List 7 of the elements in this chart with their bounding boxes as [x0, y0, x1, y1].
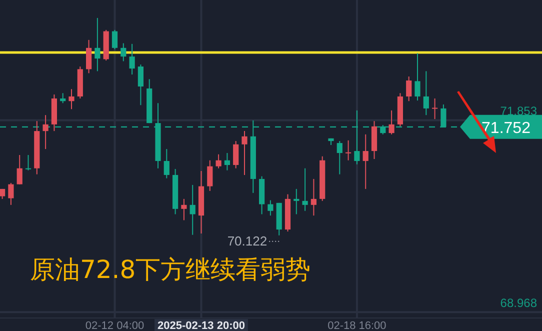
- y-tick-label: 68.968: [500, 296, 538, 310]
- annotation: 70.122: [227, 233, 268, 248]
- x-tick-label: 2025-02-13 20:00: [158, 320, 245, 331]
- ref-line-label: 71.752: [482, 120, 531, 137]
- x-tick-label: 02-12 04:00: [85, 320, 144, 331]
- x-tick-label: 02-18 16:00: [328, 320, 386, 331]
- annotation: 原油72.8下方继续看弱势: [30, 255, 311, 284]
